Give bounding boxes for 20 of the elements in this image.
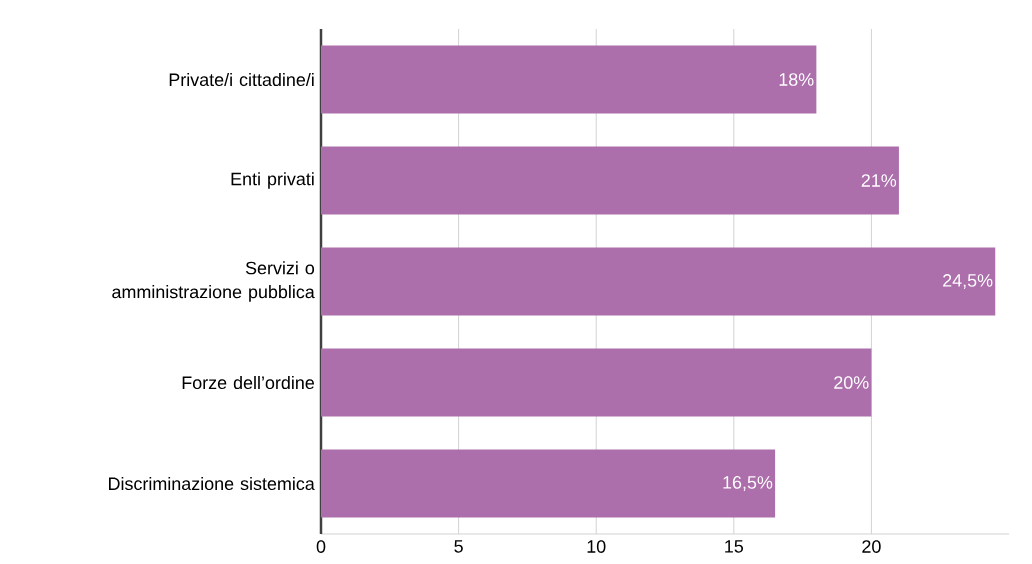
x-tick-label: 5 <box>454 540 463 553</box>
x-tick-label: 10 <box>587 540 606 553</box>
y-tick-label: Private/i cittadine/i <box>169 72 314 87</box>
x-tick-label: 20 <box>862 540 881 553</box>
y-tick-label: Discriminazione sistemica <box>109 476 315 491</box>
bar <box>321 45 817 114</box>
bar <box>321 348 872 417</box>
y-tick-label: Forze dell’ordine <box>182 375 314 390</box>
bar <box>321 247 996 316</box>
data-label: 24,5% <box>943 274 993 289</box>
data-label: 16,5% <box>723 476 773 491</box>
data-label: 21% <box>861 174 897 187</box>
data-label: 18% <box>779 73 814 86</box>
x-tick-label: 0 <box>316 540 326 553</box>
x-tick-label: 15 <box>725 540 744 553</box>
bar <box>321 449 776 518</box>
y-tick-label: Servizi o amministrazione pubblica <box>112 261 315 302</box>
bar <box>321 146 899 215</box>
data-label: 20% <box>834 376 869 389</box>
y-tick-label: Enti privati <box>231 172 314 189</box>
